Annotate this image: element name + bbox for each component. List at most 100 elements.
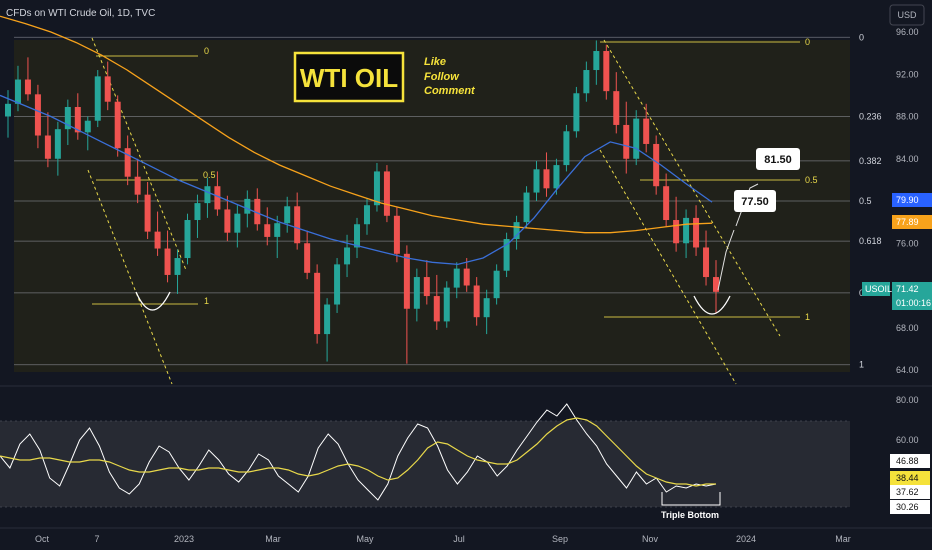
candle-body <box>84 120 91 133</box>
candle <box>553 158 560 195</box>
rsi-badge-box <box>890 485 930 499</box>
candle <box>314 264 321 344</box>
candle <box>204 177 211 218</box>
time-tick-label: Oct <box>35 534 50 544</box>
candle <box>573 86 580 138</box>
candle <box>713 260 719 313</box>
callout-81-50[interactable]: 81.50 <box>756 148 800 170</box>
candle-body <box>663 186 670 221</box>
projection-arrows <box>717 183 759 291</box>
candle <box>373 162 380 212</box>
bottom-arc-right <box>693 295 731 315</box>
fib-left-label: 1 <box>204 296 209 306</box>
candle <box>214 171 221 216</box>
candle <box>453 262 460 299</box>
candle <box>593 40 600 85</box>
candle-body <box>693 217 700 248</box>
candle-body <box>393 215 400 254</box>
candle <box>493 264 500 305</box>
candle <box>503 232 510 278</box>
candle <box>563 124 570 172</box>
rsi-lines <box>0 403 717 501</box>
candle-body <box>543 169 550 189</box>
candle-body <box>144 194 151 232</box>
fib-level-label: 0 <box>859 32 864 42</box>
callout-81-50-box <box>756 148 800 170</box>
candle <box>284 196 291 233</box>
time-axis[interactable]: Oct 7 2023 Mar May Jul Sep Nov 2024 Mar <box>35 534 851 544</box>
candle <box>154 211 161 256</box>
fib-left-label: 0.5 <box>203 170 216 180</box>
trend-channels <box>87 37 781 385</box>
price-badge-box <box>892 215 932 229</box>
triple-bottom-bracket <box>661 492 721 506</box>
candle <box>64 99 71 146</box>
candle <box>623 101 630 174</box>
rsi-ma-line <box>0 417 716 487</box>
candle <box>254 188 261 231</box>
candle <box>463 258 470 292</box>
rsi-badge-value: 37.62 <box>896 487 919 497</box>
price-badge-value: 71.42 <box>896 284 919 294</box>
candle-body <box>114 101 121 149</box>
candle <box>234 205 241 248</box>
candle-body <box>373 171 380 206</box>
candle <box>354 217 361 259</box>
candle-body <box>583 70 590 94</box>
price-badge: 79.90 <box>892 193 932 207</box>
time-tick-label: Sep <box>552 534 568 544</box>
candle-body <box>64 106 71 130</box>
candle <box>334 258 341 313</box>
callout-77-50[interactable]: 77.50 <box>734 190 776 212</box>
candle-body <box>493 270 500 299</box>
candle-body <box>683 217 690 244</box>
candle-body <box>563 131 570 166</box>
candle-body <box>5 103 11 117</box>
candle-body <box>383 171 390 216</box>
channel-left-lower <box>87 169 173 385</box>
price-tick-label: 76.00 <box>896 238 919 248</box>
candle-body <box>553 165 560 189</box>
candle <box>124 135 131 186</box>
rsi-tick-label: 60.00 <box>896 435 919 445</box>
title-box: WTI OIL <box>293 51 405 103</box>
candle-body <box>643 118 650 144</box>
rsi-badge-value: 38.44 <box>896 473 919 483</box>
candle <box>114 95 121 157</box>
promo-like: Like <box>424 56 446 68</box>
fib-right-label: 1 <box>805 312 810 322</box>
candle <box>144 181 151 240</box>
currency-button[interactable]: USD <box>889 4 925 26</box>
time-tick-label: Nov <box>642 534 659 544</box>
candle-body <box>593 51 600 71</box>
candle-body <box>264 224 271 237</box>
candle-body <box>573 93 580 132</box>
fib-guide-lines <box>92 41 800 318</box>
candle <box>34 84 41 149</box>
price-badge-tag <box>862 282 890 296</box>
title-box-frame <box>293 51 405 103</box>
candle <box>663 173 670 227</box>
candle-body <box>463 268 470 286</box>
rsi-badge: 38.44 <box>890 471 930 485</box>
rsi-band <box>0 421 850 507</box>
price-badge-value: 77.89 <box>896 217 919 227</box>
fib-level-label: 0.5 <box>859 196 872 206</box>
candle <box>413 268 420 322</box>
candle <box>74 93 81 140</box>
candle-body <box>363 205 370 225</box>
price-badge: 01:00:16 <box>892 296 932 310</box>
fib-level-label: 0.236 <box>859 112 882 122</box>
price-tick-label: 96.00 <box>896 27 919 37</box>
candle-body <box>154 231 161 249</box>
rsi-tick-label: 80.00 <box>896 395 919 405</box>
candle <box>294 192 301 250</box>
price-badges: 79.90 77.89 USOIL 71.42 01:00:16 <box>862 193 932 310</box>
candle-body <box>344 247 351 265</box>
candle-body <box>54 129 61 159</box>
candle <box>403 245 410 364</box>
candle <box>274 215 281 259</box>
candle <box>84 116 91 151</box>
candle <box>164 230 171 283</box>
currency-button-label: USD <box>897 10 917 20</box>
